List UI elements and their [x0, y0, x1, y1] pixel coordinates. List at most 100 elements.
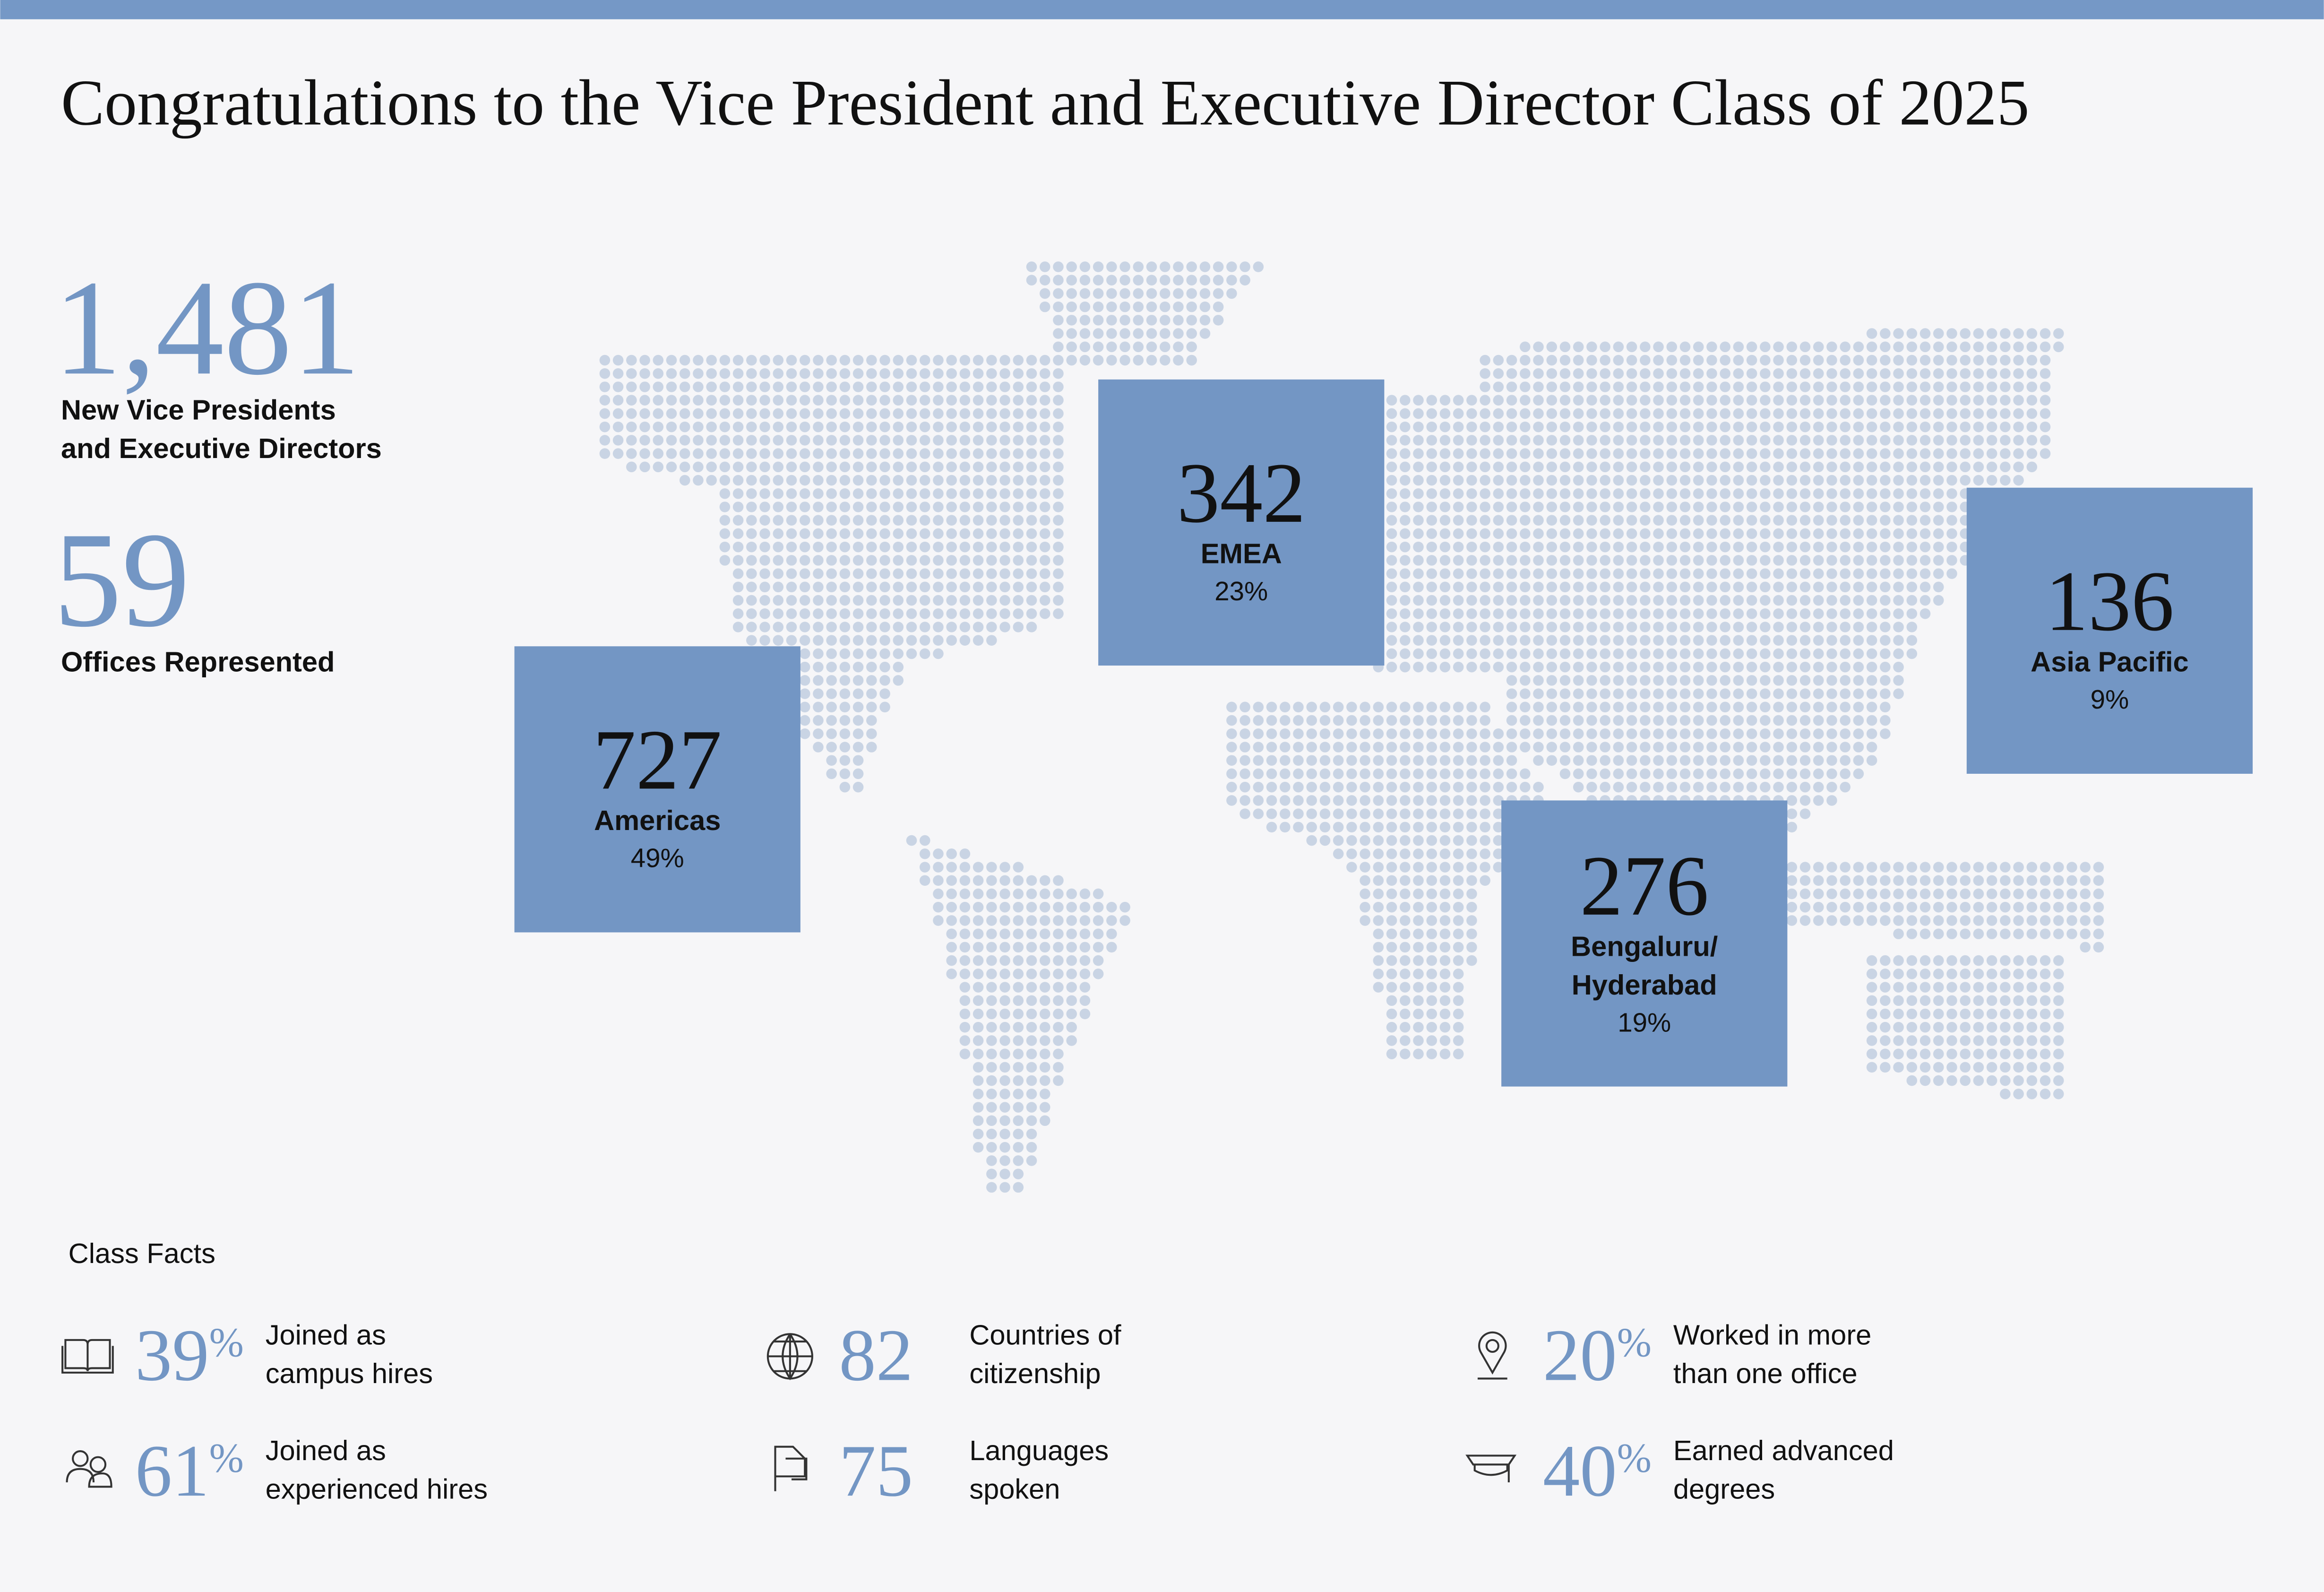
map-dot: [1546, 581, 1558, 593]
map-dot: [852, 675, 864, 686]
map-dot: [679, 368, 690, 379]
map-dot: [879, 475, 890, 486]
map-dot: [1973, 395, 1984, 406]
map-dot: [1760, 728, 1771, 739]
map-dot: [1880, 688, 1891, 699]
map-dot: [933, 461, 944, 473]
map-dot: [1840, 608, 1851, 619]
map-dot: [1773, 635, 1784, 646]
map-dot: [799, 608, 810, 619]
map-dot: [1853, 448, 1864, 459]
map-dot: [746, 502, 757, 512]
map-dot: [773, 515, 784, 526]
map-dot: [1760, 742, 1771, 753]
map-dot: [1973, 328, 1984, 339]
map-dot: [1533, 715, 1544, 726]
map-dot: [1039, 435, 1050, 446]
map-dot: [786, 381, 797, 392]
map-dot: [799, 408, 810, 419]
map-dot: [1146, 301, 1157, 312]
map-dot: [1400, 742, 1411, 753]
map-dot: [1813, 742, 1824, 753]
map-dot: [1106, 942, 1117, 953]
map-dot: [1706, 622, 1717, 632]
map-dot: [1426, 515, 1437, 526]
map-dot: [599, 408, 611, 419]
map-dot: [1880, 1035, 1891, 1046]
map-dot: [1880, 901, 1891, 913]
map-dot: [1346, 835, 1357, 846]
map-dot: [1853, 368, 1864, 379]
map-dot: [799, 502, 810, 512]
map-dot: [1426, 461, 1437, 473]
map-dot: [1546, 421, 1558, 433]
map-dot: [999, 942, 1010, 953]
map-dot: [1893, 648, 1904, 659]
map-dot: [612, 395, 624, 406]
map-dot: [1386, 1048, 1397, 1059]
map-dot: [1013, 515, 1024, 526]
map-dot: [1960, 475, 1971, 486]
map-dot: [1133, 301, 1144, 312]
map-dot: [986, 1168, 997, 1179]
map-dot: [1426, 608, 1437, 619]
map-dot: [1400, 448, 1411, 459]
map-dot: [1013, 982, 1024, 993]
map-dot: [1039, 261, 1050, 272]
map-dot: [1693, 595, 1704, 606]
map-dot: [2053, 1075, 2064, 1086]
map-dot: [1053, 355, 1064, 366]
map-dot: [1893, 901, 1904, 913]
map-dot: [2026, 1062, 2038, 1073]
map-dot: [879, 675, 890, 686]
map-dot: [906, 835, 917, 846]
map-dot: [1520, 688, 1531, 699]
map-dot: [1026, 982, 1037, 993]
map-dot: [852, 515, 864, 526]
map-dot: [1693, 608, 1704, 619]
map-dot: [1893, 595, 1904, 606]
map-dot: [1640, 448, 1651, 459]
map-dot: [1733, 635, 1744, 646]
map-dot: [1813, 781, 1824, 793]
map-dot: [973, 995, 984, 1006]
map-dot: [746, 381, 757, 392]
map-dot: [1613, 595, 1624, 606]
map-dot: [1693, 728, 1704, 739]
map-dot: [1439, 568, 1451, 579]
map-dot: [1880, 595, 1891, 606]
map-dot: [1600, 461, 1610, 473]
map-dot: [1413, 448, 1424, 459]
map-dot: [1266, 781, 1277, 793]
map-dot: [1039, 1008, 1050, 1020]
map-dot: [1559, 728, 1571, 739]
map-dot: [773, 488, 784, 499]
map-dot: [1586, 728, 1597, 739]
map-dot: [1239, 715, 1250, 726]
map-dot: [1426, 488, 1437, 499]
map-dot: [1746, 435, 1757, 446]
map-dot: [1799, 528, 1811, 539]
map-dot: [1559, 461, 1571, 473]
map-dot: [826, 768, 837, 779]
map-dot: [1306, 728, 1317, 739]
map-dot: [1506, 435, 1517, 446]
fact-label: Languages: [969, 1435, 1109, 1466]
map-dot: [1653, 622, 1664, 632]
map-dot: [1559, 581, 1571, 593]
map-dot: [1586, 475, 1597, 486]
map-dot: [1546, 608, 1558, 619]
map-dot: [666, 408, 677, 419]
map-dot: [1720, 768, 1730, 779]
map-dot: [1426, 915, 1437, 926]
map-dot: [1520, 781, 1531, 793]
map-dot: [2013, 341, 2024, 353]
map-dot: [1493, 595, 1504, 606]
map-dot: [973, 408, 984, 419]
map-dot: [2013, 1008, 2024, 1020]
map-dot: [1773, 488, 1784, 499]
map-dot: [2080, 915, 2091, 926]
map-dot: [1760, 541, 1771, 553]
map-dot: [1613, 755, 1624, 766]
map-dot: [1506, 555, 1517, 566]
